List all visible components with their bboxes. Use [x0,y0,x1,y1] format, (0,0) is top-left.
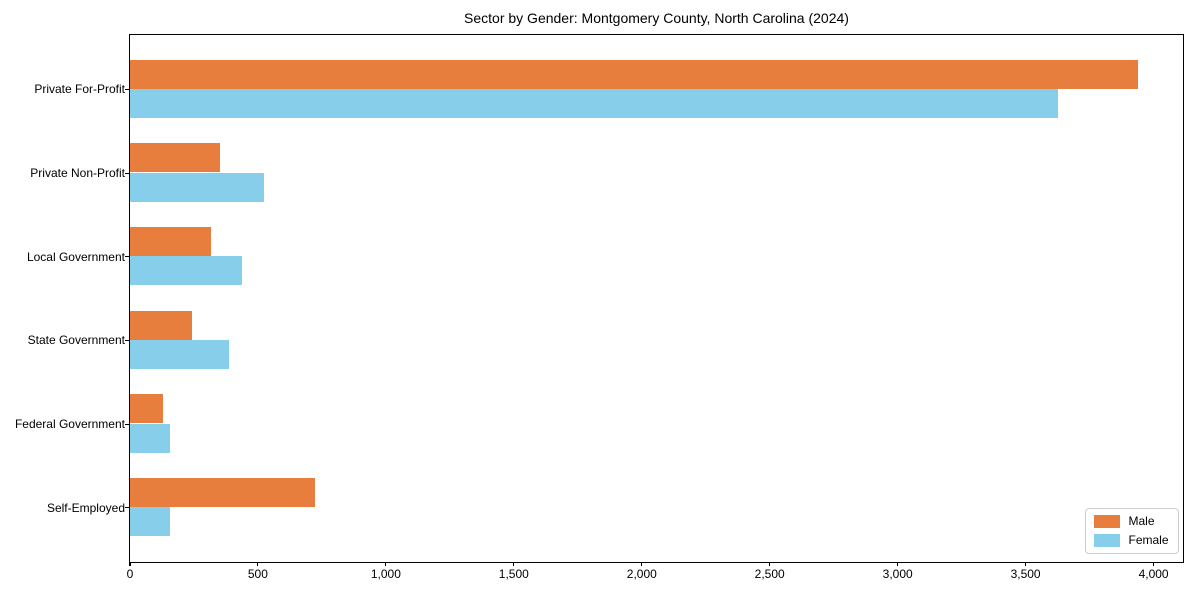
y-tick-federal-government [124,423,129,425]
x-tick-label-3000: 3,000 [882,567,913,581]
bar-female-private-for-profit [129,88,1059,119]
chart-title: Sector by Gender: Montgomery County, Nor… [464,10,849,26]
x-tick-label-4000: 4,000 [1138,567,1169,581]
x-tick-4000 [1153,562,1155,566]
bar-female-federal-government [129,423,171,453]
y-tick-state-government [124,339,129,341]
legend-swatch-male-icon [1094,514,1121,528]
x-tick-2000 [641,562,643,566]
bar-male-self-employed [129,477,315,508]
y-tick-private-non-profit [124,172,129,174]
bar-male-local-government [129,226,212,257]
legend-label-female: Female [1128,532,1169,547]
x-tick-3000 [897,562,899,566]
x-tick-1500 [513,562,515,566]
bar-male-private-non-profit [129,143,221,173]
category-label-private-for-profit: Private For-Profit [34,82,125,97]
x-tick-2500 [769,562,771,566]
category-label-self-employed: Self-Employed [46,500,125,515]
y-tick-local-government [124,256,129,258]
bar-female-state-government [129,339,230,370]
x-tick-3500 [1025,562,1027,566]
bar-male-federal-government [129,394,163,424]
legend-swatch-female-icon [1094,533,1121,547]
x-tick-label-2000: 2,000 [626,567,657,581]
category-label-local-government: Local Government [26,249,125,264]
y-tick-self-employed [124,507,129,509]
legend: Male Female [1085,507,1179,554]
x-tick-label-3500: 3,500 [1010,567,1041,581]
bar-female-local-government [129,256,243,286]
x-tick-1000 [385,562,387,566]
x-tick-label-0: 0 [126,567,134,581]
legend-item-male: Male [1094,513,1168,528]
category-label-private-non-profit: Private Non-Profit [30,166,125,180]
x-tick-label-500: 500 [247,567,268,581]
x-tick-0 [129,562,131,566]
y-tick-private-for-profit [124,88,129,91]
x-tick-label-1000: 1,000 [370,567,401,581]
legend-label-male: Male [1128,513,1155,528]
bar-female-self-employed [129,507,171,537]
bar-female-private-non-profit [129,172,264,202]
x-tick-label-2500: 2,500 [754,567,785,581]
legend-item-female: Female [1094,532,1169,547]
category-label-state-government: State Government [27,333,125,348]
x-tick-label-1500: 1,500 [498,567,529,581]
category-label-federal-government: Federal Government [14,417,125,431]
bar-male-state-government [129,310,193,340]
bar-male-private-for-profit [129,59,1138,89]
x-tick-500 [257,562,259,566]
plot-area: Male Female [128,33,1184,563]
